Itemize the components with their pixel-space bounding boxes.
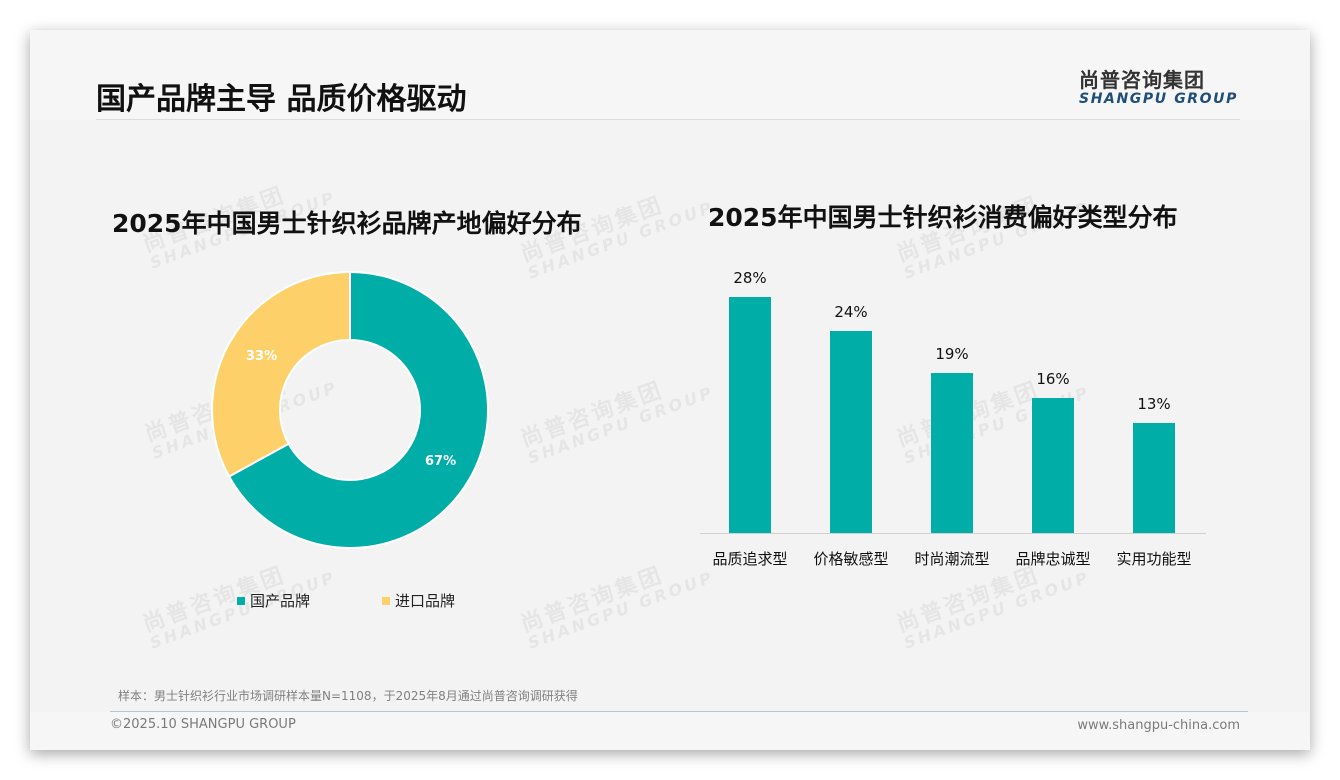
logo-cn-text: 尚普咨询集团	[1079, 68, 1206, 92]
copyright-text: ©2025.10 SHANGPU GROUP	[110, 717, 296, 732]
legend-swatch-yellow	[382, 596, 390, 605]
bar-category-label: 时尚潮流型	[914, 550, 990, 568]
bar-category-label: 实用功能型	[1116, 550, 1192, 568]
legend-item-imported: 进口品牌	[382, 590, 455, 611]
bar-quality	[729, 297, 771, 533]
legend-item-domestic: 国产品牌	[237, 590, 310, 611]
donut-slice-0	[227, 270, 489, 549]
legend-label: 国产品牌	[250, 592, 311, 610]
legend-swatch-teal	[237, 596, 245, 605]
donut-label-imported: 33%	[246, 349, 278, 364]
bar-category-label: 品牌忠诚型	[1015, 550, 1091, 568]
donut-label-domestic: 67%	[425, 454, 457, 469]
footer-divider	[110, 711, 1248, 712]
bar-value-label: 19%	[935, 344, 969, 363]
legend-label: 进口品牌	[395, 592, 456, 610]
slide: 尚普咨询集团 SHANGPU GROUP 尚普咨询集团 SHANGPU GROUP …	[30, 30, 1310, 750]
bar-category-label: 价格敏感型	[813, 550, 889, 568]
bar-value-label: 24%	[834, 302, 868, 321]
website-link[interactable]: www.shangpu-china.com	[1077, 718, 1240, 733]
company-logo: 尚普咨询集团 SHANGPU GROUP	[1079, 64, 1238, 107]
header-divider	[96, 119, 1240, 120]
bar-brand-loyal	[1032, 398, 1074, 533]
x-axis-line	[700, 533, 1206, 534]
bar-value-label: 13%	[1137, 395, 1171, 414]
donut-slice-1	[211, 270, 351, 478]
donut-chart: 67% 33%	[210, 270, 490, 550]
sample-note: 样本：男士针织衫行业市场调研样本量N=1108，于2025年8月通过尚普咨询调研…	[118, 689, 578, 703]
footer-band	[30, 712, 1310, 750]
bar-value-label: 28%	[733, 269, 767, 287]
donut-chart-title: 2025年中国男士针织衫品牌产地偏好分布	[112, 209, 582, 238]
bar-fashion	[931, 372, 973, 533]
logo-en-text: SHANGPU GROUP	[1079, 91, 1238, 107]
header-band	[30, 30, 1310, 120]
bar-category-label: 品质追求型	[712, 550, 788, 568]
bar-price	[830, 330, 872, 533]
bar-value-label: 16%	[1036, 370, 1070, 389]
bar-practical	[1133, 423, 1175, 533]
page-title: 国产品牌主导 品质价格驱动	[96, 82, 467, 117]
donut-chart-svg	[211, 270, 489, 549]
bar-chart: 28% 品质追求型 24% 价格敏感型 19% 时尚潮流型 16% 品牌忠诚型 …	[700, 260, 1206, 580]
bar-chart-title: 2025年中国男士针织衫消费偏好类型分布	[708, 203, 1178, 232]
